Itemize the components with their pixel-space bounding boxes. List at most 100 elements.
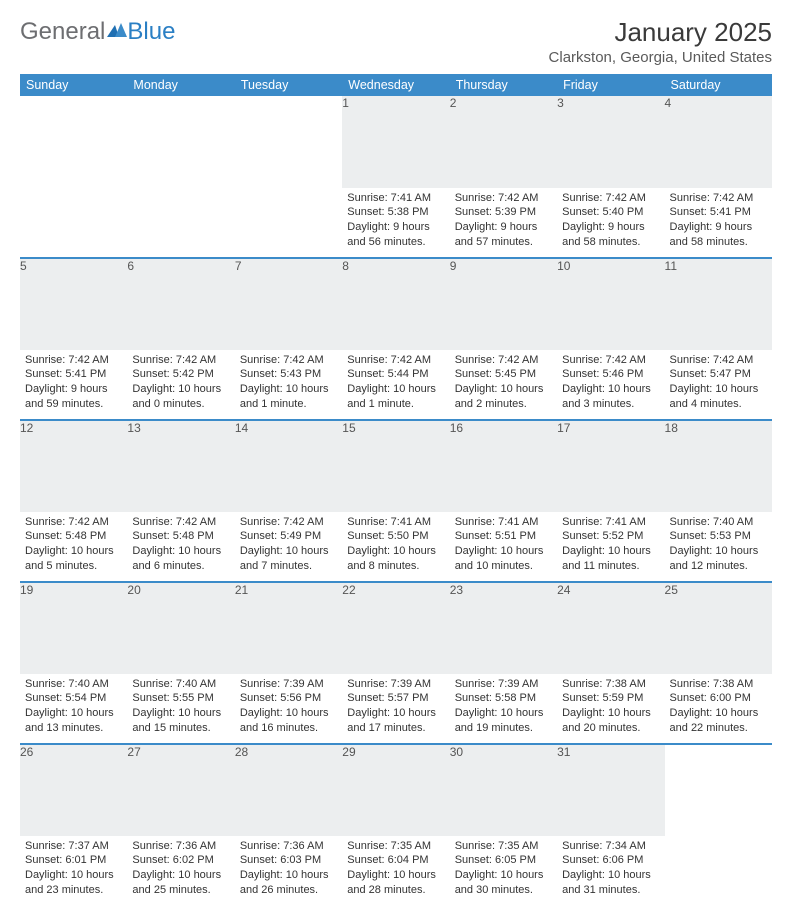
day-number: 26 [20, 744, 127, 836]
sunset-line: Sunset: 5:43 PM [240, 367, 337, 382]
day-cell [127, 188, 234, 258]
daylight-line: Daylight: 9 hours and 56 minutes. [347, 220, 444, 250]
day-details: Sunrise: 7:42 AMSunset: 5:48 PMDaylight:… [20, 512, 127, 578]
day-details: Sunrise: 7:41 AMSunset: 5:51 PMDaylight:… [450, 512, 557, 578]
day-cell [20, 188, 127, 258]
sunset-line: Sunset: 5:42 PM [132, 367, 229, 382]
day-details: Sunrise: 7:40 AMSunset: 5:54 PMDaylight:… [20, 674, 127, 740]
calendar-table: SundayMondayTuesdayWednesdayThursdayFrid… [20, 74, 772, 906]
day-cell: Sunrise: 7:35 AMSunset: 6:04 PMDaylight:… [342, 836, 449, 906]
day-cell: Sunrise: 7:39 AMSunset: 5:56 PMDaylight:… [235, 674, 342, 744]
daylight-line: Daylight: 9 hours and 58 minutes. [670, 220, 767, 250]
day-cell: Sunrise: 7:37 AMSunset: 6:01 PMDaylight:… [20, 836, 127, 906]
sunrise-line: Sunrise: 7:42 AM [347, 353, 444, 368]
daylight-line: Daylight: 10 hours and 8 minutes. [347, 544, 444, 574]
sunset-line: Sunset: 5:44 PM [347, 367, 444, 382]
daylight-line: Daylight: 10 hours and 23 minutes. [25, 868, 122, 898]
day-number: 30 [450, 744, 557, 836]
day-number: 19 [20, 582, 127, 674]
day-cell: Sunrise: 7:39 AMSunset: 5:57 PMDaylight:… [342, 674, 449, 744]
day-details: Sunrise: 7:42 AMSunset: 5:39 PMDaylight:… [450, 188, 557, 254]
logo: General Blue [20, 18, 175, 46]
day-header: Saturday [665, 74, 772, 96]
daylight-line: Daylight: 10 hours and 17 minutes. [347, 706, 444, 736]
day-number-row: 19202122232425 [20, 582, 772, 674]
sunset-line: Sunset: 6:06 PM [562, 853, 659, 868]
day-details: Sunrise: 7:42 AMSunset: 5:43 PMDaylight:… [235, 350, 342, 416]
day-cell: Sunrise: 7:41 AMSunset: 5:50 PMDaylight:… [342, 512, 449, 582]
sunset-line: Sunset: 5:47 PM [670, 367, 767, 382]
daylight-line: Daylight: 10 hours and 0 minutes. [132, 382, 229, 412]
day-number [127, 96, 234, 188]
day-number: 16 [450, 420, 557, 512]
daylight-line: Daylight: 10 hours and 25 minutes. [132, 868, 229, 898]
day-details: Sunrise: 7:42 AMSunset: 5:41 PMDaylight:… [665, 188, 772, 254]
sunrise-line: Sunrise: 7:34 AM [562, 839, 659, 854]
day-number: 21 [235, 582, 342, 674]
day-cell: Sunrise: 7:42 AMSunset: 5:49 PMDaylight:… [235, 512, 342, 582]
day-number: 13 [127, 420, 234, 512]
day-number: 14 [235, 420, 342, 512]
day-cell: Sunrise: 7:42 AMSunset: 5:43 PMDaylight:… [235, 350, 342, 420]
day-number: 29 [342, 744, 449, 836]
day-details: Sunrise: 7:42 AMSunset: 5:44 PMDaylight:… [342, 350, 449, 416]
sunset-line: Sunset: 5:41 PM [670, 205, 767, 220]
sunrise-line: Sunrise: 7:42 AM [25, 353, 122, 368]
day-cell: Sunrise: 7:42 AMSunset: 5:39 PMDaylight:… [450, 188, 557, 258]
day-header: Sunday [20, 74, 127, 96]
day-details: Sunrise: 7:39 AMSunset: 5:57 PMDaylight:… [342, 674, 449, 740]
sunset-line: Sunset: 5:40 PM [562, 205, 659, 220]
title-block: January 2025 Clarkston, Georgia, United … [549, 18, 772, 66]
sunrise-line: Sunrise: 7:38 AM [670, 677, 767, 692]
day-number: 5 [20, 258, 127, 350]
day-cell: Sunrise: 7:41 AMSunset: 5:52 PMDaylight:… [557, 512, 664, 582]
sunrise-line: Sunrise: 7:39 AM [455, 677, 552, 692]
day-number: 18 [665, 420, 772, 512]
sunset-line: Sunset: 6:05 PM [455, 853, 552, 868]
day-details: Sunrise: 7:38 AMSunset: 6:00 PMDaylight:… [665, 674, 772, 740]
header: General Blue January 2025 Clarkston, Geo… [20, 18, 772, 66]
sunset-line: Sunset: 6:04 PM [347, 853, 444, 868]
logo-text-gray: General [20, 18, 105, 46]
sunset-line: Sunset: 5:49 PM [240, 529, 337, 544]
daylight-line: Daylight: 10 hours and 11 minutes. [562, 544, 659, 574]
daylight-line: Daylight: 10 hours and 22 minutes. [670, 706, 767, 736]
daylight-line: Daylight: 10 hours and 2 minutes. [455, 382, 552, 412]
day-details: Sunrise: 7:42 AMSunset: 5:42 PMDaylight:… [127, 350, 234, 416]
day-number: 9 [450, 258, 557, 350]
sunrise-line: Sunrise: 7:42 AM [25, 515, 122, 530]
daylight-line: Daylight: 10 hours and 15 minutes. [132, 706, 229, 736]
day-cell: Sunrise: 7:34 AMSunset: 6:06 PMDaylight:… [557, 836, 664, 906]
day-header: Monday [127, 74, 234, 96]
sunset-line: Sunset: 5:52 PM [562, 529, 659, 544]
day-number: 24 [557, 582, 664, 674]
sunset-line: Sunset: 5:55 PM [132, 691, 229, 706]
day-details: Sunrise: 7:37 AMSunset: 6:01 PMDaylight:… [20, 836, 127, 902]
sunset-line: Sunset: 5:56 PM [240, 691, 337, 706]
day-cell: Sunrise: 7:35 AMSunset: 6:05 PMDaylight:… [450, 836, 557, 906]
day-cell: Sunrise: 7:40 AMSunset: 5:54 PMDaylight:… [20, 674, 127, 744]
day-header: Thursday [450, 74, 557, 96]
day-details: Sunrise: 7:41 AMSunset: 5:38 PMDaylight:… [342, 188, 449, 254]
day-details: Sunrise: 7:39 AMSunset: 5:56 PMDaylight:… [235, 674, 342, 740]
day-number: 1 [342, 96, 449, 188]
day-details: Sunrise: 7:42 AMSunset: 5:45 PMDaylight:… [450, 350, 557, 416]
day-cell: Sunrise: 7:40 AMSunset: 5:55 PMDaylight:… [127, 674, 234, 744]
day-number: 22 [342, 582, 449, 674]
sunrise-line: Sunrise: 7:42 AM [562, 191, 659, 206]
sunrise-line: Sunrise: 7:40 AM [132, 677, 229, 692]
day-header-row: SundayMondayTuesdayWednesdayThursdayFrid… [20, 74, 772, 96]
month-title: January 2025 [549, 18, 772, 47]
day-details: Sunrise: 7:35 AMSunset: 6:05 PMDaylight:… [450, 836, 557, 902]
sunrise-line: Sunrise: 7:35 AM [347, 839, 444, 854]
daylight-line: Daylight: 10 hours and 7 minutes. [240, 544, 337, 574]
day-number: 23 [450, 582, 557, 674]
daylight-line: Daylight: 10 hours and 1 minute. [240, 382, 337, 412]
daylight-line: Daylight: 10 hours and 12 minutes. [670, 544, 767, 574]
day-details: Sunrise: 7:42 AMSunset: 5:41 PMDaylight:… [20, 350, 127, 416]
sunset-line: Sunset: 5:38 PM [347, 205, 444, 220]
day-details: Sunrise: 7:40 AMSunset: 5:55 PMDaylight:… [127, 674, 234, 740]
sunrise-line: Sunrise: 7:40 AM [670, 515, 767, 530]
sunrise-line: Sunrise: 7:42 AM [562, 353, 659, 368]
sunrise-line: Sunrise: 7:42 AM [240, 515, 337, 530]
